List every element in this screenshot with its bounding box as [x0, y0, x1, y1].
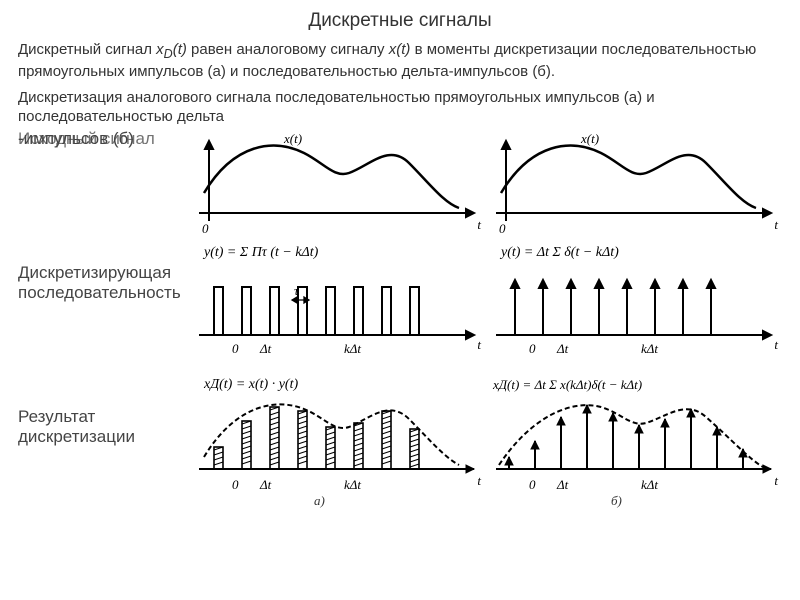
tau-label: τ	[294, 283, 299, 299]
paragraph-1: Дискретный сигнал xD(t) равен аналоговом…	[18, 40, 782, 82]
plot-result-b: xД(t) = Δt Σ x(kΔt)δ(t − kΔt) 0 Δt kΔt t…	[491, 377, 782, 507]
page-title: Дискретные сигналы	[18, 10, 782, 32]
t-b2: t	[774, 337, 778, 353]
row3-label-cell: Результат дискретизации	[18, 377, 188, 507]
row3-label: Результат дискретизации	[18, 407, 188, 447]
formula-xd-rect: xД(t) = x(t) · y(t)	[204, 377, 298, 393]
row1-label-cell: -импульсов (б) Исходный сигнал	[18, 133, 188, 243]
p1-bsub: D	[164, 47, 173, 61]
dt-b2: Δt	[557, 341, 568, 357]
svg-rect-pulses	[194, 245, 484, 355]
kdt-b2: kΔt	[641, 341, 658, 357]
sub-b: б)	[611, 493, 622, 509]
diagram-grid: -импульсов (б) Исходный сигнал x(t) 0 t …	[18, 133, 782, 507]
t-a3: t	[477, 473, 481, 489]
svg-delta-pulses	[491, 245, 781, 355]
kdt-a2: kΔt	[344, 341, 361, 357]
zero-b2: 0	[529, 341, 536, 357]
formula-y-rect: y(t) = Σ Πτ (t − kΔt)	[204, 245, 318, 261]
t-a1: t	[477, 217, 481, 233]
kdt-a3: kΔt	[344, 477, 361, 493]
p1-d: равен аналоговому сигналу	[187, 41, 389, 58]
svg-result-a	[194, 377, 484, 492]
zero-a2: 0	[232, 341, 239, 357]
xt-label-a: x(t)	[284, 131, 302, 147]
svg-xt-a	[194, 133, 484, 228]
row2-label-cell: Дискретизирующая последовательность	[18, 245, 188, 375]
t-b1: t	[774, 217, 778, 233]
svg-xt-b	[491, 133, 781, 228]
plot-result-a: xД(t) = x(t) · y(t) 0 Δt kΔt t а)	[194, 377, 485, 507]
dt-a2: Δt	[260, 341, 271, 357]
dt-a3: Δt	[260, 477, 271, 493]
paragraph-2: Дискретизация аналогового сигнала послед…	[18, 88, 782, 127]
f-ydelta: y(t) = Δt Σ δ(t − kΔt)	[501, 245, 619, 260]
p1-a: Дискретный сигнал	[18, 41, 156, 58]
svg-result-b	[491, 377, 781, 492]
dt-b3: Δt	[557, 477, 568, 493]
row2-label: Дискретизирующая последовательность	[18, 263, 188, 303]
zero-a1: 0	[202, 221, 209, 237]
plot-rect-pulses: y(t) = Σ Πτ (t − kΔt) τ 0 Δt kΔt t	[194, 245, 485, 375]
row1-label: Исходный сигнал	[18, 129, 155, 149]
formula-xd-delta: xД(t) = Δt Σ x(kΔt)δ(t − kΔt)	[493, 377, 642, 393]
zero-b1: 0	[499, 221, 506, 237]
plot-xt-a: x(t) 0 t	[194, 133, 485, 243]
sub-a: а)	[314, 493, 325, 509]
f-yrect: y(t) = Σ Πτ (t − kΔt)	[204, 245, 318, 260]
zero-b3: 0	[529, 477, 536, 493]
p1-b: x	[156, 41, 164, 58]
p1-e: x(t)	[389, 41, 411, 58]
kdt-b3: kΔt	[641, 477, 658, 493]
t-b3: t	[774, 473, 778, 489]
zero-a3: 0	[232, 477, 239, 493]
plot-xt-b: x(t) 0 t	[491, 133, 782, 243]
formula-y-delta: y(t) = Δt Σ δ(t − kΔt)	[501, 245, 619, 261]
p1-c: (t)	[173, 41, 187, 58]
xt-label-b: x(t)	[581, 131, 599, 147]
t-a2: t	[477, 337, 481, 353]
plot-delta-pulses: y(t) = Δt Σ δ(t − kΔt) 0 Δt kΔt t	[491, 245, 782, 375]
